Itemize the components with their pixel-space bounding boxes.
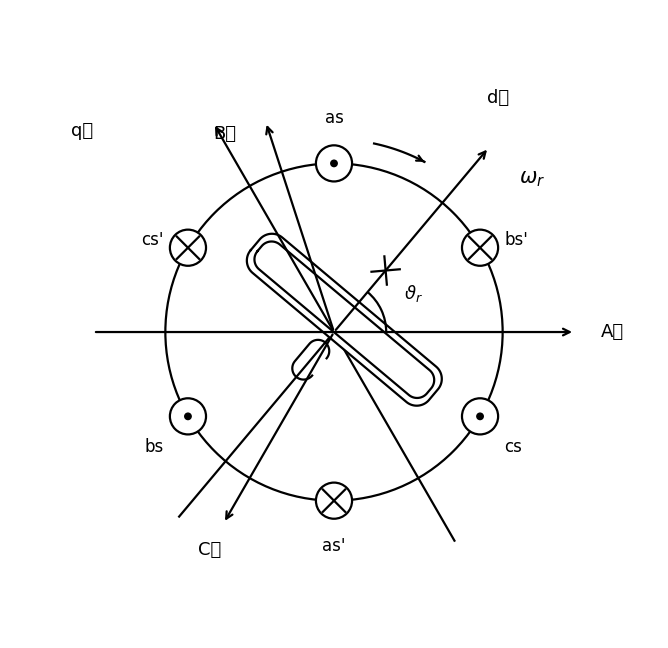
Circle shape xyxy=(331,160,337,167)
Text: A轴: A轴 xyxy=(601,323,624,341)
Text: cs': cs' xyxy=(142,231,164,249)
Text: bs': bs' xyxy=(504,231,528,249)
Text: bs: bs xyxy=(144,439,164,456)
Text: B轴: B轴 xyxy=(214,125,236,143)
Circle shape xyxy=(316,145,352,181)
Polygon shape xyxy=(247,234,442,406)
Circle shape xyxy=(462,229,498,266)
Text: cs: cs xyxy=(504,439,522,456)
Circle shape xyxy=(170,399,206,434)
Text: C轴: C轴 xyxy=(198,541,222,559)
Text: q轴: q轴 xyxy=(71,122,93,140)
Circle shape xyxy=(170,229,206,266)
Text: $\it{\vartheta}_r$: $\it{\vartheta}_r$ xyxy=(404,283,424,305)
Circle shape xyxy=(462,399,498,434)
Text: as': as' xyxy=(322,537,346,555)
Circle shape xyxy=(185,413,191,419)
Text: $\it{\omega}_r$: $\it{\omega}_r$ xyxy=(519,169,545,189)
Circle shape xyxy=(477,413,483,419)
Text: as: as xyxy=(325,110,343,127)
Circle shape xyxy=(316,483,352,519)
Text: d轴: d轴 xyxy=(486,89,509,107)
